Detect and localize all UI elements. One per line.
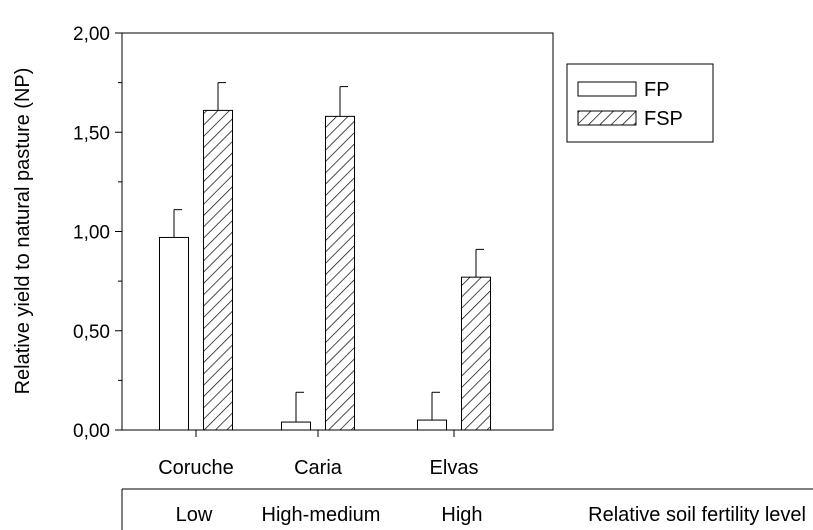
bar-fp xyxy=(159,236,189,431)
legend-label-fsp: FSP xyxy=(644,108,683,130)
y-tick-label: 2,00 xyxy=(73,24,110,45)
y-axis: 0,00 0,50 1,00 1,50 2,00 xyxy=(73,24,122,442)
legend-box xyxy=(566,63,714,143)
fertility-label-high: High xyxy=(441,504,482,526)
legend: FP FSP xyxy=(566,63,714,143)
fertility-row: Low High-medium High Relative soil ferti… xyxy=(121,488,813,530)
bar-fsp xyxy=(203,109,233,431)
y-tick-label: 0,50 xyxy=(73,322,110,343)
x-category-label: Coruche xyxy=(158,457,234,479)
fertility-caption: Relative soil fertility level xyxy=(588,504,806,526)
y-tick-label: 1,00 xyxy=(73,223,110,244)
legend-label-fp: FP xyxy=(644,79,670,101)
bar-fp xyxy=(417,419,447,431)
y-tick-label: 0,00 xyxy=(73,421,110,442)
fertility-label-low: Low xyxy=(176,504,213,526)
y-axis-title: Relative yield to natural pasture (NP) xyxy=(12,68,34,395)
bar-fp xyxy=(281,421,311,431)
x-category-label: Caria xyxy=(294,457,343,479)
legend-swatch-fsp xyxy=(577,110,637,126)
bar-fsp xyxy=(325,115,355,431)
fertility-label-high-medium: High-medium xyxy=(262,504,381,526)
legend-swatch-fp xyxy=(577,81,637,97)
x-category-label: Elvas xyxy=(430,457,479,479)
x-axis: Coruche Caria Elvas xyxy=(158,430,478,479)
bar-fsp xyxy=(461,276,491,431)
bars-group xyxy=(159,82,491,431)
y-tick-label: 1,50 xyxy=(73,123,110,144)
